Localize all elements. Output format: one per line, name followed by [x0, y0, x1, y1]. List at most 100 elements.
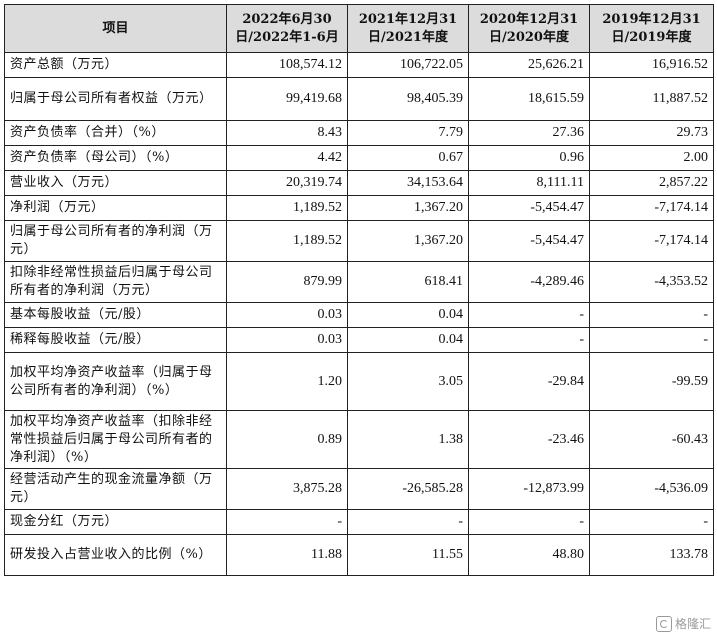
table-row: 经营活动产生的现金流量净额（万元） 3,875.28 -26,585.28 -12,8… [4, 468, 714, 510]
row-value: -5,454.47 [468, 220, 590, 262]
row-label: 资产负债率（母公司）（%） [4, 145, 227, 171]
table-row: 营业收入（万元） 20,319.74 34,153.64 8,111.11 2,857.… [4, 170, 714, 196]
row-value: 27.36 [468, 120, 590, 146]
table-row: 加权平均净资产收益率（扣除非经常性损益后归属于母公司所有者的净利润）（%） 0.8… [4, 410, 714, 469]
row-value: 0.04 [347, 327, 469, 353]
watermark-text: 格隆汇 [674, 617, 711, 631]
row-value: -4,536.09 [589, 468, 714, 510]
row-label: 扣除非经常性损益后归属于母公司所有者的净利润（万元） [4, 261, 227, 303]
table-row: 资产负债率（合并）（%） 8.43 7.79 27.36 29.73 [4, 120, 714, 146]
row-value: 8,111.11 [468, 170, 590, 196]
row-label: 研发投入占营业收入的比例（%） [4, 534, 227, 576]
row-value: -99.59 [589, 352, 714, 411]
row-value: 1.20 [226, 352, 348, 411]
row-value: 18,615.59 [468, 77, 590, 121]
row-value: -29.84 [468, 352, 590, 411]
watermark: 格隆汇 [655, 615, 711, 632]
row-value: 20,319.74 [226, 170, 348, 196]
table-row: 现金分红（万元） - - - - [4, 509, 714, 535]
row-value: - [468, 509, 590, 535]
row-value: 0.67 [347, 145, 469, 171]
row-value: - [347, 509, 469, 535]
row-value: 3.05 [347, 352, 469, 411]
row-label: 现金分红（万元） [4, 509, 227, 535]
table-row: 归属于母公司所有者的净利润（万元） 1,189.52 1,367.20 -5,454.… [4, 220, 714, 262]
row-value: -4,289.46 [468, 261, 590, 303]
header-item: 项目 [4, 4, 227, 53]
row-value: 25,626.21 [468, 52, 590, 78]
table-row: 资产总额（万元） 108,574.12 106,722.05 25,626.21 16,… [4, 52, 714, 78]
row-value: -12,873.99 [468, 468, 590, 510]
row-value: -7,174.14 [589, 195, 714, 221]
row-value: -7,174.14 [589, 220, 714, 262]
header-2022-h1: 2022年6月30日/2022年1-6月 [226, 4, 348, 53]
row-label: 经营活动产生的现金流量净额（万元） [4, 468, 227, 510]
row-value: -23.46 [468, 410, 590, 469]
row-value: 16,916.52 [589, 52, 714, 78]
row-value: 34,153.64 [347, 170, 469, 196]
row-value: - [468, 302, 590, 328]
row-label: 归属于母公司所有者的净利润（万元） [4, 220, 227, 262]
row-value: 11,887.52 [589, 77, 714, 121]
table-row: 研发投入占营业收入的比例（%） 11.88 11.55 48.80 133.78 [4, 534, 714, 576]
watermark-logo-icon [655, 615, 672, 632]
row-value: -60.43 [589, 410, 714, 469]
row-value: - [589, 327, 714, 353]
row-value: 1,189.52 [226, 195, 348, 221]
row-value: 2.00 [589, 145, 714, 171]
row-label: 资产负债率（合并）（%） [4, 120, 227, 146]
header-2019: 2019年12月31日/2019年度 [589, 4, 714, 53]
row-label: 加权平均净资产收益率（扣除非经常性损益后归属于母公司所有者的净利润）（%） [4, 410, 227, 469]
row-value: 0.89 [226, 410, 348, 469]
row-value: -26,585.28 [347, 468, 469, 510]
row-value: 618.41 [347, 261, 469, 303]
row-value: 8.43 [226, 120, 348, 146]
row-value: 879.99 [226, 261, 348, 303]
row-value: - [468, 327, 590, 353]
header-2020: 2020年12月31日/2020年度 [468, 4, 590, 53]
row-value: 1.38 [347, 410, 469, 469]
row-label: 归属于母公司所有者权益（万元） [4, 77, 227, 121]
row-label: 营业收入（万元） [4, 170, 227, 196]
row-value: 99,419.68 [226, 77, 348, 121]
header-2021: 2021年12月31日/2021年度 [347, 4, 469, 53]
header-row: 项目 2022年6月30日/2022年1-6月 2021年12月31日/2021… [4, 4, 714, 53]
row-label: 资产总额（万元） [4, 52, 227, 78]
row-value: 0.96 [468, 145, 590, 171]
row-value: 108,574.12 [226, 52, 348, 78]
row-label: 基本每股收益（元/股） [4, 302, 227, 328]
table-row: 净利润（万元） 1,189.52 1,367.20 -5,454.47 -7,174.1… [4, 195, 714, 221]
row-value: 29.73 [589, 120, 714, 146]
table-row: 加权平均净资产收益率（归属于母公司所有者的净利润）（%） 1.20 3.05 -29.… [4, 352, 714, 411]
row-value: 1,367.20 [347, 195, 469, 221]
financial-data-table: 项目 2022年6月30日/2022年1-6月 2021年12月31日/2021… [4, 4, 714, 576]
row-value: 98,405.39 [347, 77, 469, 121]
row-value: 7.79 [347, 120, 469, 146]
row-value: 48.80 [468, 534, 590, 576]
row-label: 净利润（万元） [4, 195, 227, 221]
row-label: 加权平均净资产收益率（归属于母公司所有者的净利润）（%） [4, 352, 227, 411]
table-row: 稀释每股收益（元/股） 0.03 0.04- - [4, 327, 714, 353]
row-value: 0.03 [226, 302, 348, 328]
row-value: 4.42 [226, 145, 348, 171]
row-value: 2,857.22 [589, 170, 714, 196]
row-value: 106,722.05 [347, 52, 469, 78]
row-value: -5,454.47 [468, 195, 590, 221]
row-value: - [589, 302, 714, 328]
table-row: 扣除非经常性损益后归属于母公司所有者的净利润（万元） 879.99 618.41 -4… [4, 261, 714, 303]
row-value: 133.78 [589, 534, 714, 576]
row-value: 3,875.28 [226, 468, 348, 510]
table-row: 归属于母公司所有者权益（万元） 99,419.68 98,405.39 18,615.… [4, 77, 714, 121]
row-value: 1,189.52 [226, 220, 348, 262]
row-value: 11.55 [347, 534, 469, 576]
row-value: - [589, 509, 714, 535]
row-value: 11.88 [226, 534, 348, 576]
table-row: 资产负债率（母公司）（%） 4.42 0.67 0.96 2.00 [4, 145, 714, 171]
row-label: 稀释每股收益（元/股） [4, 327, 227, 353]
row-value: - [226, 509, 348, 535]
row-value: 0.03 [226, 327, 348, 353]
row-value: -4,353.52 [589, 261, 714, 303]
row-value: 0.04 [347, 302, 469, 328]
table-row: 基本每股收益（元/股） 0.03 0.04- - [4, 302, 714, 328]
row-value: 1,367.20 [347, 220, 469, 262]
